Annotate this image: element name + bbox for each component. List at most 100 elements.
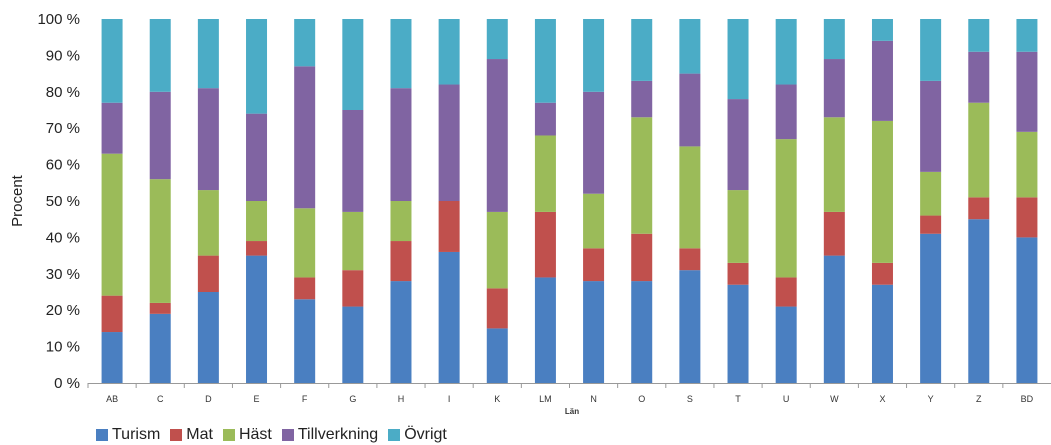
bar-segment <box>390 19 412 89</box>
legend-label: Mat <box>186 426 213 443</box>
x-tick-label: Z <box>976 394 982 404</box>
x-tick-label: S <box>687 394 693 404</box>
bar-segment <box>920 233 942 383</box>
y-axis-title: Procent <box>9 174 26 227</box>
bar-segment <box>920 171 942 216</box>
bar-segment <box>101 295 123 333</box>
legend-swatch <box>170 429 183 441</box>
bar-segment <box>438 201 460 252</box>
y-tick-label: 0 % <box>54 375 80 392</box>
x-tick-label: T <box>735 394 741 404</box>
bar-segment <box>1016 51 1038 132</box>
y-tick-label: 50 % <box>46 193 80 210</box>
bar-segment <box>438 19 460 85</box>
bar-segment <box>390 201 412 242</box>
bar-segment <box>197 19 219 89</box>
bar-segment <box>342 306 364 383</box>
bar-segment <box>486 288 508 329</box>
bar-segment <box>679 270 701 383</box>
bar-segment <box>342 270 364 307</box>
bar-segment <box>486 19 508 60</box>
bar-segment <box>1016 131 1038 198</box>
legend-label: Häst <box>238 426 272 443</box>
bar-segment <box>775 19 797 85</box>
bar-segment <box>390 281 412 383</box>
x-tick-label: LM <box>539 394 552 404</box>
bar-segment <box>920 80 942 172</box>
x-tick-label: F <box>302 394 308 404</box>
x-tick-label: U <box>783 394 790 404</box>
x-tick-label: C <box>157 394 164 404</box>
y-tick-label: 90 % <box>46 47 80 64</box>
bar-segment <box>823 117 845 212</box>
bar-segment <box>486 211 508 289</box>
bar-segment <box>631 117 653 234</box>
legend-swatch <box>281 429 294 441</box>
legend-label: Tillverkning <box>297 426 379 443</box>
bar-segment <box>534 19 556 103</box>
y-axis-ticks: 0 % 10 % 20 % 30 % 40 % 50 % 60 % 70 % 80 % 90 % 1… <box>37 11 80 392</box>
y-tick-label: 30 % <box>46 266 80 283</box>
x-tick-label: O <box>638 394 645 404</box>
bar-segment <box>968 19 990 52</box>
bar-segment <box>438 251 460 383</box>
legend-item: Tillverkning <box>281 426 379 444</box>
bar-segment <box>631 281 653 383</box>
bar-segment <box>246 201 268 242</box>
bar-segment <box>534 102 556 136</box>
bar-segment <box>486 59 508 212</box>
bar-segment <box>871 19 893 41</box>
bar-segment <box>534 277 556 383</box>
stacked-bar-chart: 0 % 10 % 20 % 30 % 40 % 50 % 60 % 70 % 80 % 90 % 1… <box>9 11 1051 416</box>
bar-segment <box>294 66 316 209</box>
bar-segment <box>679 248 701 271</box>
bar-segment <box>679 19 701 74</box>
bar-segment <box>583 19 605 92</box>
bar-segment <box>149 302 171 314</box>
bar-segment <box>438 84 460 201</box>
bar-segment <box>727 262 749 285</box>
x-tick-label: K <box>494 394 500 404</box>
bar-segment <box>294 19 316 67</box>
x-tick-label: AB <box>106 394 118 404</box>
bar-segment <box>294 208 316 278</box>
y-tick-label: 10 % <box>46 339 80 356</box>
bar-segment <box>294 277 316 300</box>
y-tick-label: 40 % <box>46 229 80 246</box>
bar-segment <box>775 139 797 278</box>
bar-segment <box>775 84 797 140</box>
bar-segment <box>246 113 268 201</box>
bar-segment <box>871 262 893 285</box>
bar-segment <box>101 102 123 154</box>
bar-segment <box>101 19 123 103</box>
bar-segment <box>920 215 942 234</box>
bar-segment <box>583 193 605 249</box>
bar-segment <box>197 292 219 383</box>
bar-segment <box>149 19 171 92</box>
legend: Turism Mat Häst Tillverkning Övrigt <box>96 426 457 444</box>
bar-segment <box>727 19 749 100</box>
bar-segment <box>871 40 893 121</box>
bar-segment <box>727 284 749 383</box>
legend-item: Mat <box>170 426 213 444</box>
x-axis-title: Län <box>565 407 579 416</box>
bar-segment <box>101 153 123 296</box>
x-tick-label: W <box>830 394 839 404</box>
bar-segment <box>871 120 893 263</box>
bar-segment <box>342 211 364 271</box>
bar-segment <box>149 91 171 180</box>
y-tick-label: 20 % <box>46 302 80 319</box>
bar-segment <box>534 211 556 278</box>
y-tick-label: 80 % <box>46 84 80 101</box>
bars <box>101 19 1038 383</box>
bar-segment <box>920 19 942 81</box>
bar-segment <box>294 299 316 383</box>
x-axis-ticks: AB C D E F G H I K LM N O S T U W X Y Z BD <box>87 383 1034 404</box>
bar-segment <box>149 179 171 303</box>
x-tick-label: Y <box>928 394 934 404</box>
bar-segment <box>968 219 990 383</box>
bar-segment <box>968 51 990 103</box>
bar-segment <box>583 248 605 282</box>
x-tick-label: G <box>349 394 356 404</box>
bar-segment <box>149 313 171 383</box>
